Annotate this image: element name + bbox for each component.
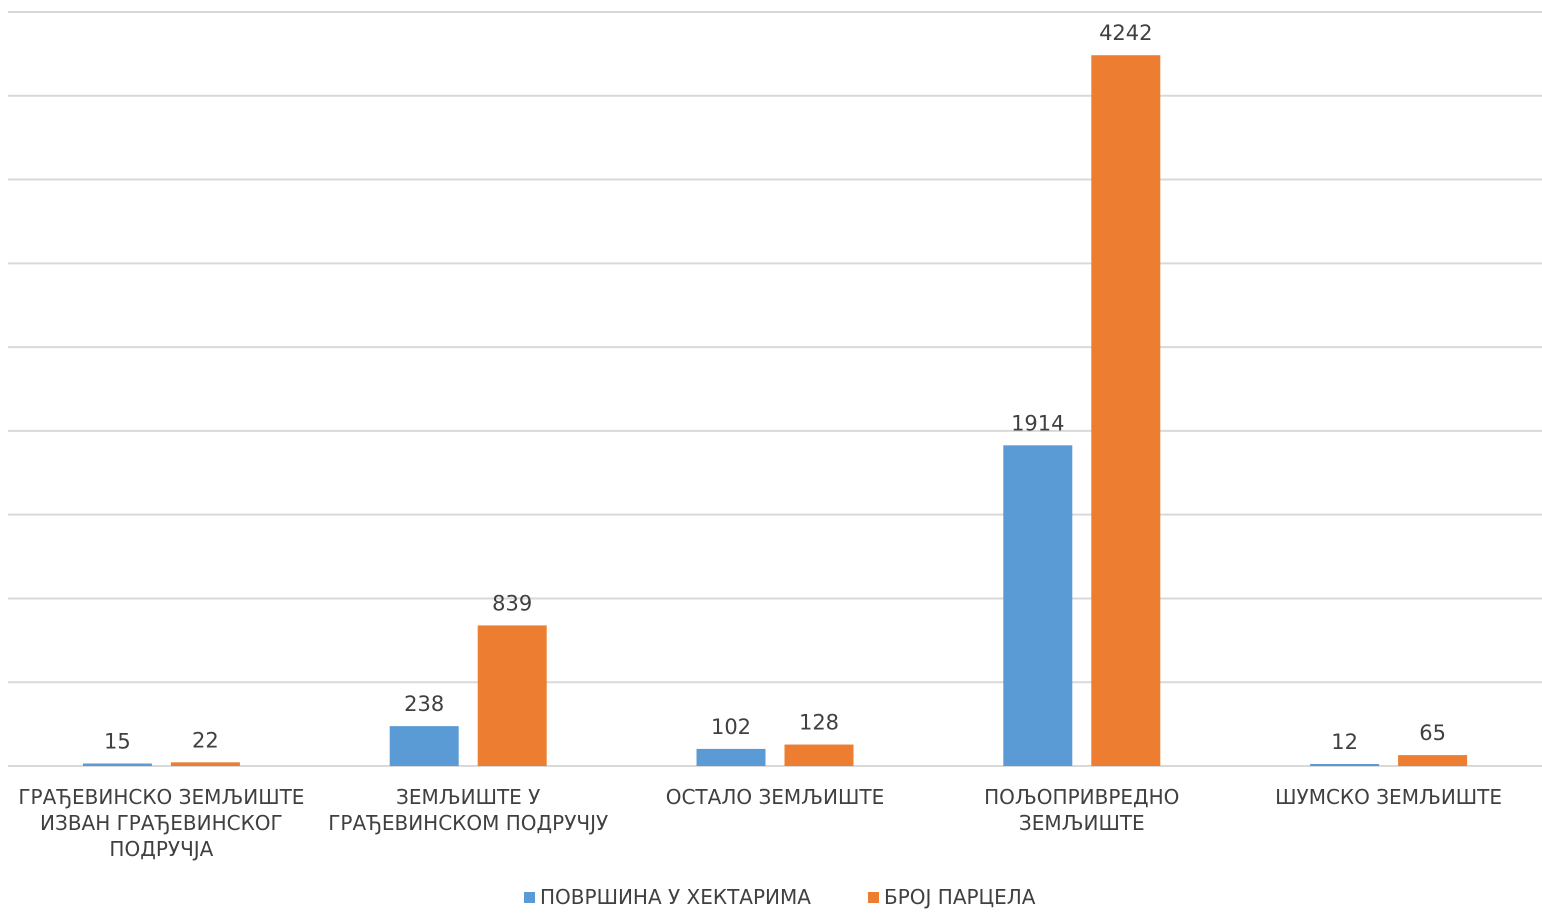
- bar-parcels: [784, 744, 854, 766]
- data-label: 238: [404, 692, 444, 716]
- data-label: 65: [1419, 721, 1446, 745]
- data-label: 12: [1331, 730, 1358, 754]
- bar-parcels: [1091, 55, 1161, 767]
- category-label: ШУМСКО ЗЕМЉИШТЕ: [1275, 785, 1502, 809]
- legend-swatch: [524, 892, 535, 903]
- category-label: ГРАЂЕВИНСКОМ ПОДРУЧЈУ: [328, 811, 608, 835]
- category-label: ЗЕМЉИШТЕ У: [396, 785, 540, 809]
- bar-area: [389, 726, 459, 766]
- data-label: 102: [711, 715, 751, 739]
- bar-area: [696, 748, 766, 766]
- category-label: ПОЉОПРИВРЕДНО: [984, 785, 1179, 809]
- category-label: ИЗВАН ГРАЂЕВИНСКОГ: [40, 811, 283, 835]
- bar-area: [1003, 445, 1073, 766]
- legend: ПОВРШИНА У ХЕКТАРИМА БРОЈ ПАРЦЕЛА: [524, 885, 1036, 909]
- data-label: 839: [492, 591, 532, 615]
- bar-area: [82, 763, 152, 766]
- legend-label: БРОЈ ПАРЦЕЛА: [884, 885, 1036, 909]
- bar-parcels: [477, 625, 547, 766]
- data-label: 1914: [1011, 411, 1064, 435]
- legend-label: ПОВРШИНА У ХЕКТАРИМА: [540, 885, 811, 909]
- category-label: ОСТАЛО ЗЕМЉИШТЕ: [666, 785, 885, 809]
- bars: [82, 55, 1468, 767]
- data-label: 22: [192, 728, 219, 752]
- category-label: ЗЕМЉИШТЕ: [1019, 811, 1145, 835]
- gridlines: [8, 11, 1542, 767]
- data-label: 4242: [1099, 21, 1152, 45]
- category-label: ГРАЂЕВИНСКО ЗЕМЉИШТЕ: [18, 785, 304, 809]
- bar-parcels: [170, 762, 240, 766]
- bar-area: [1310, 763, 1380, 766]
- legend-swatch: [868, 892, 879, 903]
- category-label: ПОДРУЧЈА: [109, 837, 213, 861]
- data-label: 128: [799, 711, 839, 735]
- bar-parcels: [1398, 755, 1468, 766]
- data-label: 15: [104, 729, 131, 753]
